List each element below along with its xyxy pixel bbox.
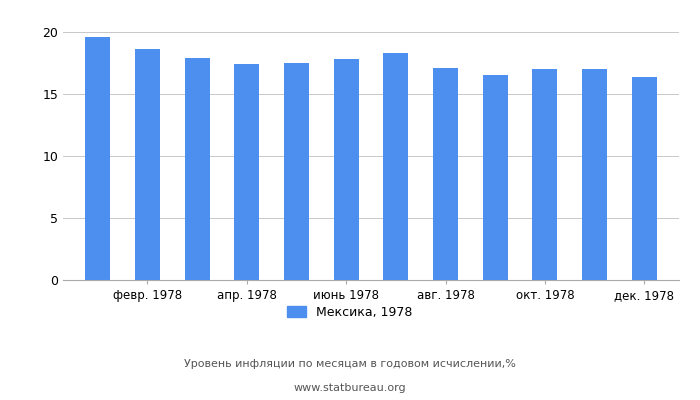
Bar <box>85 37 110 280</box>
Text: www.statbureau.org: www.statbureau.org <box>294 383 406 393</box>
Text: Уровень инфляции по месяцам в годовом исчислении,%: Уровень инфляции по месяцам в годовом ис… <box>184 359 516 369</box>
Bar <box>284 63 309 280</box>
Bar <box>632 77 657 280</box>
Legend: Мексика, 1978: Мексика, 1978 <box>282 301 418 324</box>
Bar <box>135 49 160 280</box>
Bar <box>483 75 507 280</box>
Bar <box>582 69 607 280</box>
Bar <box>384 53 408 280</box>
Bar <box>185 58 209 280</box>
Bar <box>234 64 259 280</box>
Bar <box>334 59 358 280</box>
Bar <box>433 68 458 280</box>
Bar <box>533 69 557 280</box>
